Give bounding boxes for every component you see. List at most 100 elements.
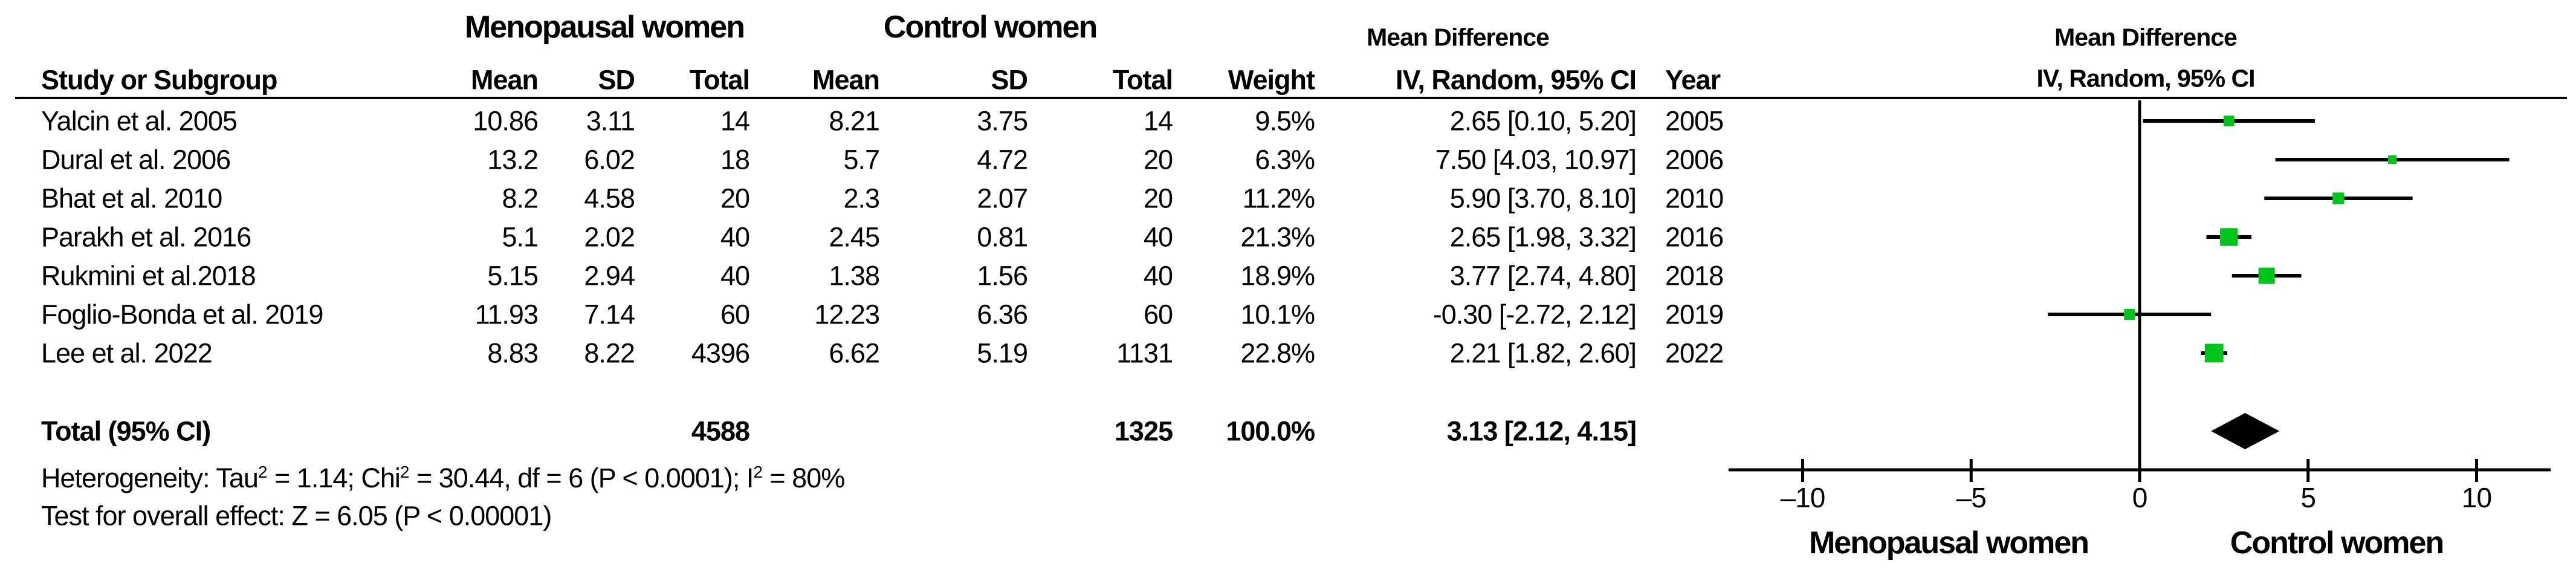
study-name: Bhat et al. 2010 <box>41 183 222 214</box>
mean-menopausal: 8.83 <box>487 337 539 369</box>
effect-square <box>2124 308 2135 320</box>
md-ci-value: 7.50 [4.03, 10.97] <box>1435 144 1637 175</box>
md-ci-value: 3.77 [2.74, 4.80] <box>1449 260 1637 291</box>
year-value: 2006 <box>1665 144 1724 175</box>
col-header-mean1: Mean <box>470 64 539 96</box>
total-menopausal: 60 <box>720 299 750 330</box>
weight-value: 21.3% <box>1240 221 1315 253</box>
sd-control: 1.56 <box>977 260 1028 291</box>
mean-control: 5.7 <box>843 144 880 175</box>
het-segment: Heterogeneity: Tau <box>41 463 259 493</box>
sd-menopausal: 6.02 <box>584 144 635 175</box>
total-control: 60 <box>1143 299 1173 330</box>
col-header-weight: Weight <box>1228 64 1315 96</box>
weight-value: 22.8% <box>1240 337 1315 369</box>
total-row-label: Total (95% CI) <box>41 415 211 447</box>
mean-menopausal: 11.93 <box>474 299 539 330</box>
total-row-weight: 100.0% <box>1226 415 1315 447</box>
total-control: 20 <box>1143 144 1173 175</box>
sd-menopausal: 8.22 <box>584 337 635 369</box>
weight-value: 18.9% <box>1240 260 1315 291</box>
col-header-study: Study or Subgroup <box>41 64 277 96</box>
total-row-n2: 1325 <box>1114 415 1173 447</box>
mean-control: 6.62 <box>829 337 880 369</box>
total-row-ci: 3.13 [2.12, 4.15] <box>1446 415 1637 447</box>
sd-menopausal: 7.14 <box>584 299 635 330</box>
total-control: 20 <box>1143 183 1173 214</box>
year-value: 2010 <box>1665 183 1724 214</box>
overall-effect-text: Test for overall effect: Z = 6.05 (P < 0… <box>41 500 552 531</box>
axis-label-right: Control women <box>2230 525 2443 561</box>
year-value: 2016 <box>1665 221 1724 253</box>
total-control: 40 <box>1143 260 1173 291</box>
total-control: 40 <box>1143 221 1173 253</box>
total-menopausal: 4396 <box>691 337 750 369</box>
mean-menopausal: 5.15 <box>487 260 539 291</box>
sd-control: 6.36 <box>977 299 1028 330</box>
mean-menopausal: 10.86 <box>473 105 539 137</box>
md-ci-value: 2.21 [1.82, 2.60] <box>1449 337 1637 369</box>
effect-square <box>2220 228 2238 246</box>
total-menopausal: 18 <box>720 144 750 175</box>
mean-control: 8.21 <box>829 105 880 137</box>
col-header-total1: Total <box>689 64 750 96</box>
study-name: Foglio-Bonda et al. 2019 <box>41 299 323 330</box>
effect-square <box>2258 267 2275 284</box>
weight-value: 11.2% <box>1242 183 1315 214</box>
weight-value: 6.3% <box>1255 144 1315 175</box>
sd-menopausal: 4.58 <box>584 183 635 214</box>
sd-control: 3.75 <box>977 105 1028 137</box>
axis-tick-label: 5 <box>2300 482 2315 513</box>
weight-value: 9.5% <box>1255 105 1315 137</box>
effect-square <box>2223 115 2235 126</box>
total-control: 1131 <box>1116 337 1173 369</box>
total-diamond <box>2211 413 2280 449</box>
axis-tick-label: –10 <box>1781 482 1825 513</box>
total-control: 14 <box>1143 105 1173 137</box>
col-header-year: Year <box>1665 64 1721 96</box>
year-value: 2018 <box>1665 260 1724 291</box>
mean-control: 1.38 <box>829 260 880 291</box>
total-row-n1: 4588 <box>691 415 750 447</box>
col-header-ci: IV, Random, 95% CI <box>1396 64 1637 96</box>
effect-square <box>2204 343 2224 363</box>
axis-label-left: Menopausal women <box>1809 525 2088 561</box>
study-name: Parakh et al. 2016 <box>41 221 251 253</box>
header-separator-line <box>15 97 2567 99</box>
het-sup: 2 <box>400 463 410 481</box>
total-menopausal: 14 <box>720 105 750 137</box>
md-header-plot: Mean Difference <box>2054 23 2238 51</box>
het-sup: 2 <box>753 463 763 481</box>
md-ci-value: 2.65 [1.98, 3.32] <box>1449 221 1637 253</box>
md-ci-value: 5.90 [3.70, 8.10] <box>1449 183 1637 214</box>
total-menopausal: 40 <box>720 260 750 291</box>
sd-control: 4.72 <box>977 144 1028 175</box>
sd-control: 0.81 <box>977 221 1028 253</box>
group-header-menopausal: Menopausal women <box>464 10 745 45</box>
mean-menopausal: 5.1 <box>502 221 539 253</box>
effect-square <box>2332 192 2345 204</box>
mean-control: 2.3 <box>843 183 880 214</box>
sd-menopausal: 2.02 <box>584 221 635 253</box>
total-menopausal: 20 <box>720 183 750 214</box>
het-segment: = 1.14; Chi <box>267 463 401 493</box>
sd-menopausal: 2.94 <box>584 260 635 291</box>
mean-menopausal: 8.2 <box>502 183 539 214</box>
col-header-sd1: SD <box>598 64 635 96</box>
effect-square <box>2387 155 2397 164</box>
year-value: 2005 <box>1665 105 1724 137</box>
col-header-mean2: Mean <box>812 64 880 96</box>
mean-control: 12.23 <box>814 299 880 330</box>
sd-menopausal: 3.11 <box>586 105 635 137</box>
study-name: Rukmini et al.2018 <box>41 260 256 291</box>
group-header-control: Control women <box>883 10 1098 45</box>
mean-menopausal: 13.2 <box>487 144 539 175</box>
axis-tick-label: –5 <box>1956 482 1986 513</box>
weight-value: 10.1% <box>1240 299 1315 330</box>
year-value: 2022 <box>1665 337 1724 369</box>
het-sup: 2 <box>257 463 268 481</box>
axis-tick-label: 10 <box>2462 482 2491 513</box>
axis-tick-label: 0 <box>2132 482 2147 513</box>
